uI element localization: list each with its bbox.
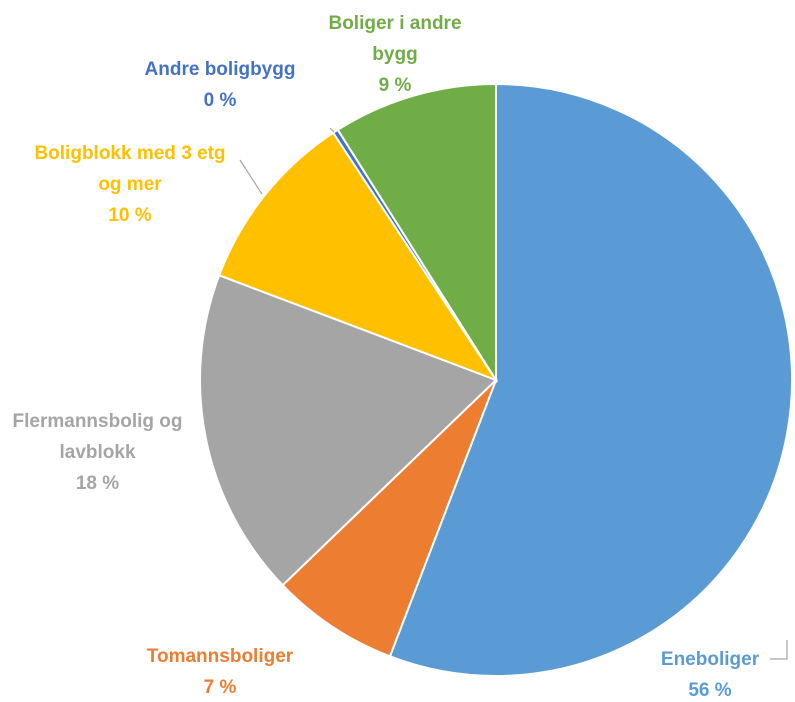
value-label: 7 %: [203, 677, 237, 698]
data-label: Boliger i andre bygg 9 %: [315, 8, 475, 101]
leader-line: [329, 127, 335, 133]
category-label: Andre boligbygg: [144, 59, 296, 80]
data-label: Tomannsboliger 7 %: [130, 641, 310, 702]
value-label: 56 %: [688, 680, 732, 701]
data-label: Flermannsbolig og lavblokk 18 %: [0, 406, 195, 499]
pie-slice: [388, 82, 793, 677]
data-label: Eneboliger 56 %: [640, 644, 780, 702]
category-label: Tomannsboliger: [146, 646, 294, 667]
leader-line: [770, 640, 788, 660]
category-label: Boligblokk med 3 etg og mer: [34, 143, 226, 195]
data-label: Boligblokk med 3 etg og mer 10 %: [30, 138, 230, 231]
pie-slice: [217, 131, 499, 383]
value-label: 9 %: [378, 75, 412, 96]
category-label: Boliger i andre bygg: [328, 13, 462, 65]
pie-slice: [336, 82, 497, 384]
data-label: Andre boligbygg 0 %: [110, 54, 330, 116]
value-label: 0 %: [203, 90, 237, 111]
value-label: 18 %: [75, 473, 120, 494]
pie-slice: [281, 379, 497, 658]
category-label: Flermannsbolig og lavblokk: [12, 411, 183, 463]
value-label: 10 %: [108, 205, 152, 226]
category-label: Eneboliger: [660, 649, 760, 670]
leader-line: [239, 159, 263, 195]
